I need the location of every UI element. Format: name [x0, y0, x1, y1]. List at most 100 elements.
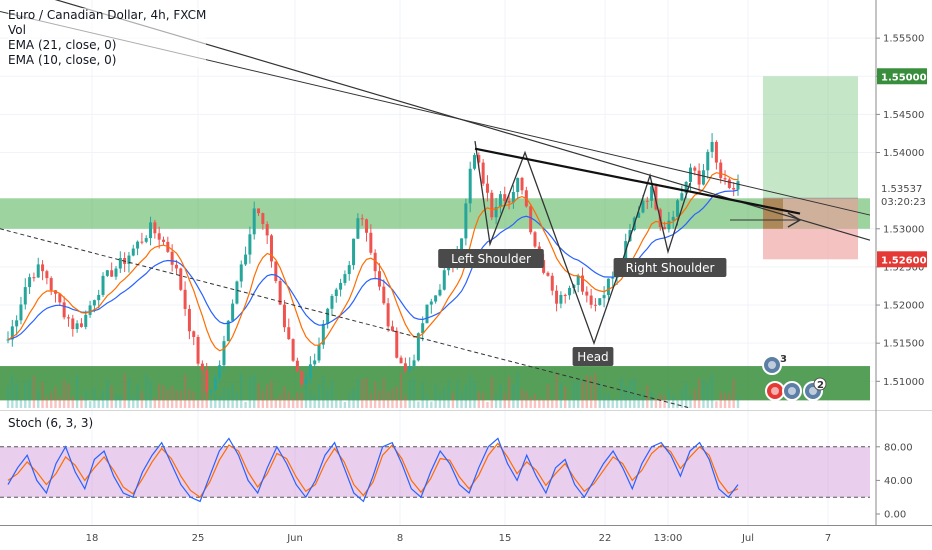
volume-bar [335, 398, 338, 408]
candle-body [386, 303, 390, 327]
volume-bar [253, 374, 256, 408]
candle-body [485, 183, 489, 193]
candle-body [235, 281, 239, 304]
neckline [474, 147, 801, 215]
candle-body [399, 357, 403, 364]
candle-body [15, 320, 19, 327]
candle-body [550, 275, 554, 291]
volume-bar [97, 398, 100, 408]
candle-body [300, 371, 304, 385]
volume-bar [525, 391, 528, 408]
candle-body [209, 390, 213, 392]
volume-bar [542, 399, 545, 408]
candle-body [559, 294, 563, 304]
volume-bar [650, 391, 653, 408]
volume-bar [473, 381, 476, 408]
y-tick-label: 1.54000 [883, 148, 924, 159]
volume-bar [503, 393, 506, 408]
candle-body [252, 208, 256, 235]
volume-bar [45, 396, 49, 408]
candle-body [650, 186, 654, 201]
volume-bar [222, 387, 226, 408]
candle-body [49, 278, 53, 291]
volume-bar [227, 387, 230, 408]
volume-bar [75, 375, 79, 408]
event-badge-2-center [788, 387, 796, 395]
volume-bar [235, 392, 239, 408]
candle-body [149, 222, 153, 239]
candle-body [602, 295, 606, 299]
candle-body [347, 265, 351, 275]
candle-body [416, 333, 420, 361]
candle-body [226, 320, 230, 342]
volume-bar [361, 379, 364, 408]
volume-bar [218, 395, 221, 408]
volume-bar [84, 389, 87, 408]
volume-bar [317, 383, 321, 408]
y-tick-label: 1.53000 [883, 224, 924, 235]
volume-bar [300, 392, 303, 408]
candle-body [58, 293, 62, 303]
pattern-annotations[interactable]: Left Shoulder Head Right Shoulder [438, 249, 727, 366]
volume-bar [261, 390, 265, 408]
volume-bar [602, 394, 606, 408]
candle-body [88, 305, 92, 315]
candle-body [114, 268, 118, 277]
volume-bar [589, 375, 593, 408]
candle-body [343, 274, 347, 283]
volume-bar [408, 380, 411, 408]
volume-bar [382, 378, 385, 408]
candle-body [511, 191, 515, 203]
volume-bar [438, 394, 442, 408]
candle-body [326, 308, 330, 324]
volume-bar [132, 395, 135, 408]
volume-bar [529, 397, 532, 408]
volume-bar [654, 398, 658, 408]
legend-title: Euro / Canadian Dollar, 4h, FXCM [8, 8, 207, 22]
volume-bar [399, 372, 403, 408]
legend-ema21: EMA (21, close, 0) [8, 38, 117, 52]
volume-bar [369, 392, 373, 408]
candle-body [41, 264, 45, 272]
stop-price-tag-bg [877, 251, 927, 268]
volume-bar [119, 395, 122, 408]
volume-bar [697, 378, 701, 408]
volume-bar [520, 388, 524, 408]
volume-bar [551, 399, 554, 408]
x-tick-label: Jun [286, 533, 303, 544]
candle-body [118, 258, 122, 269]
y-tick-label: 1.51000 [883, 377, 924, 388]
volume-bar [28, 378, 31, 408]
candle-body [244, 254, 248, 265]
candle-body [727, 179, 731, 188]
target-price-tag-bg [877, 68, 927, 85]
legend-main: Euro / Canadian Dollar, 4h, FXCM Vol EMA… [8, 8, 207, 68]
volume-bar [41, 382, 44, 408]
candle-body [412, 360, 416, 366]
candle-body [356, 218, 360, 239]
candle-body [205, 370, 209, 392]
candle-body [101, 275, 105, 295]
volume-bar [555, 373, 558, 408]
volume-bar [330, 381, 334, 408]
volume-bar [136, 384, 139, 408]
candle-body [84, 314, 88, 327]
candle-body [693, 167, 697, 171]
volume-bar [19, 399, 23, 408]
volume-bar [149, 380, 152, 408]
candle-body [10, 326, 14, 340]
volume-bar [641, 392, 645, 408]
volume-bar [352, 388, 355, 408]
volume-bar [188, 388, 191, 408]
legend-stoch: Stoch (6, 3, 3) [8, 416, 94, 431]
volume-bar [175, 390, 178, 408]
candle-body [360, 218, 364, 220]
volume-bar [460, 392, 463, 408]
candle-body [196, 337, 200, 364]
candle-body [321, 323, 325, 345]
candle-body [390, 326, 394, 331]
event-badge-3-center [809, 387, 817, 395]
volume-bar [214, 394, 217, 408]
event-badges[interactable]: 32 [762, 354, 827, 401]
volume-bar [659, 393, 662, 408]
